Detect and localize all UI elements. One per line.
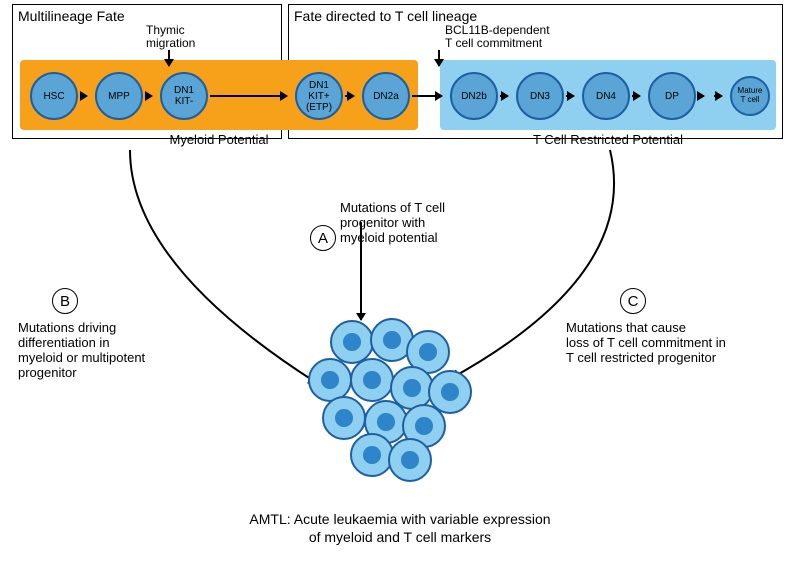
leukemia-cell-nucleus: [415, 417, 433, 435]
leukemia-cell: [322, 396, 366, 440]
pathway-c-letter: C: [620, 288, 646, 314]
leukemia-cell-nucleus: [363, 446, 381, 464]
leukemia-cell: [350, 358, 394, 402]
leukemia-cell-nucleus: [383, 331, 401, 349]
leukemia-cell-nucleus: [363, 371, 381, 389]
leukemia-cell-nucleus: [419, 343, 437, 361]
amtl-caption: AMTL: Acute leukaemia with variable expr…: [0, 510, 800, 546]
pathway-c-arrow: [0, 0, 800, 576]
leukemia-cell-nucleus: [377, 413, 395, 431]
leukemia-cell-nucleus: [441, 383, 459, 401]
pathway-c-text: Mutations that causeloss of T cell commi…: [566, 320, 786, 365]
leukemia-cell-nucleus: [335, 409, 353, 427]
leukemia-cell-nucleus: [343, 333, 361, 351]
leukemia-cell: [388, 438, 432, 482]
leukemia-cell-nucleus: [321, 371, 339, 389]
leukemia-cell-nucleus: [401, 451, 419, 469]
leukemia-cell-nucleus: [403, 379, 421, 397]
